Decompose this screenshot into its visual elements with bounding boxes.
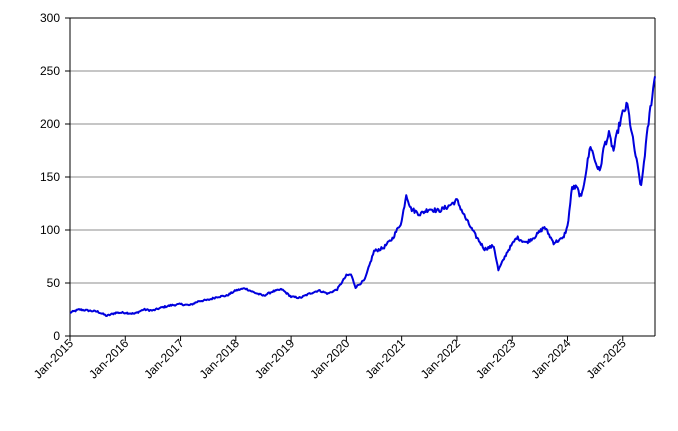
x-tick-label: Jan-2016 [86,336,132,382]
series-layer [69,76,656,317]
x-tick-label: Jan-2022 [418,336,464,382]
y-tick-label: 0 [53,329,60,343]
y-tick-label: 150 [40,170,60,184]
y-tick-label: 250 [40,64,60,78]
y-tick-label: 200 [40,117,60,131]
x-tick-label: Jan-2021 [362,336,408,382]
x-tick-label: Jan-2019 [252,336,298,382]
x-tick-label: Jan-2024 [528,336,574,382]
x-tick-label: Jan-2023 [473,336,519,382]
x-tick-label: Jan-2020 [307,336,353,382]
x-tick-label: Jan-2017 [141,336,187,382]
gridlines [70,17,655,284]
y-tick-label: 50 [47,276,61,290]
series-line-0 [69,76,656,317]
x-tick-label: Jan-2018 [197,336,243,382]
y-tick-label: 100 [40,223,60,237]
y-tick-label: 300 [40,11,60,25]
x-tick-label: Jan-2025 [584,336,630,382]
axes [65,17,656,341]
